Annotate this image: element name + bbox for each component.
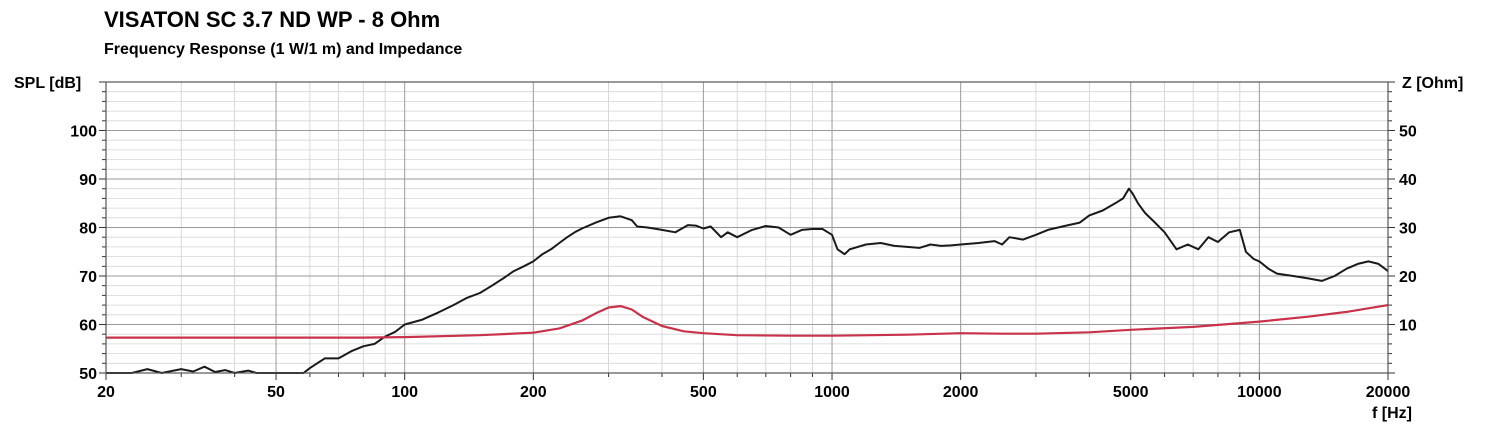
left-tick-label: 50: [79, 366, 97, 383]
x-tick-label: 100: [391, 384, 418, 401]
x-tick-label: 5000: [1113, 384, 1149, 401]
right-tick-label: 10: [1399, 318, 1417, 335]
major-gridlines: [105, 81, 1389, 374]
chart-subtitle: Frequency Response (1 W/1 m) and Impedan…: [104, 41, 462, 58]
x-tick-label: 10000: [1237, 384, 1282, 401]
x-tick-label: 1000: [814, 384, 850, 401]
x-tick-label: 50: [267, 384, 285, 401]
plot-frame: [105, 81, 1389, 374]
x-tick-label: 500: [690, 384, 717, 401]
impedance-curve: [106, 304, 1389, 339]
right-tick-label: 40: [1399, 172, 1417, 189]
x-tick-label: 2000: [943, 384, 979, 401]
spl-curve: [106, 187, 1389, 374]
right-tick-label: 30: [1399, 221, 1417, 238]
x-tick-label: 20000: [1366, 384, 1411, 401]
left-tick-label: 90: [79, 172, 97, 189]
left-tick-label: 70: [79, 269, 97, 286]
right-tick-label: 20: [1399, 269, 1417, 286]
data-series: [106, 187, 1389, 374]
left-axis-title: SPL [dB]: [14, 75, 81, 92]
left-tick-label: 80: [79, 221, 97, 238]
right-tick-label: 50: [1399, 124, 1417, 141]
x-tick-label: 200: [520, 384, 547, 401]
right-axis-title: Z [Ohm]: [1402, 75, 1463, 92]
left-tick-label: 100: [70, 124, 97, 141]
left-tick-label: 60: [79, 318, 97, 335]
x-tick-label: 20: [97, 384, 115, 401]
x-axis-title: f [Hz]: [1372, 405, 1412, 422]
chart-title: VISATON SC 3.7 ND WP - 8 Ohm: [104, 7, 440, 32]
